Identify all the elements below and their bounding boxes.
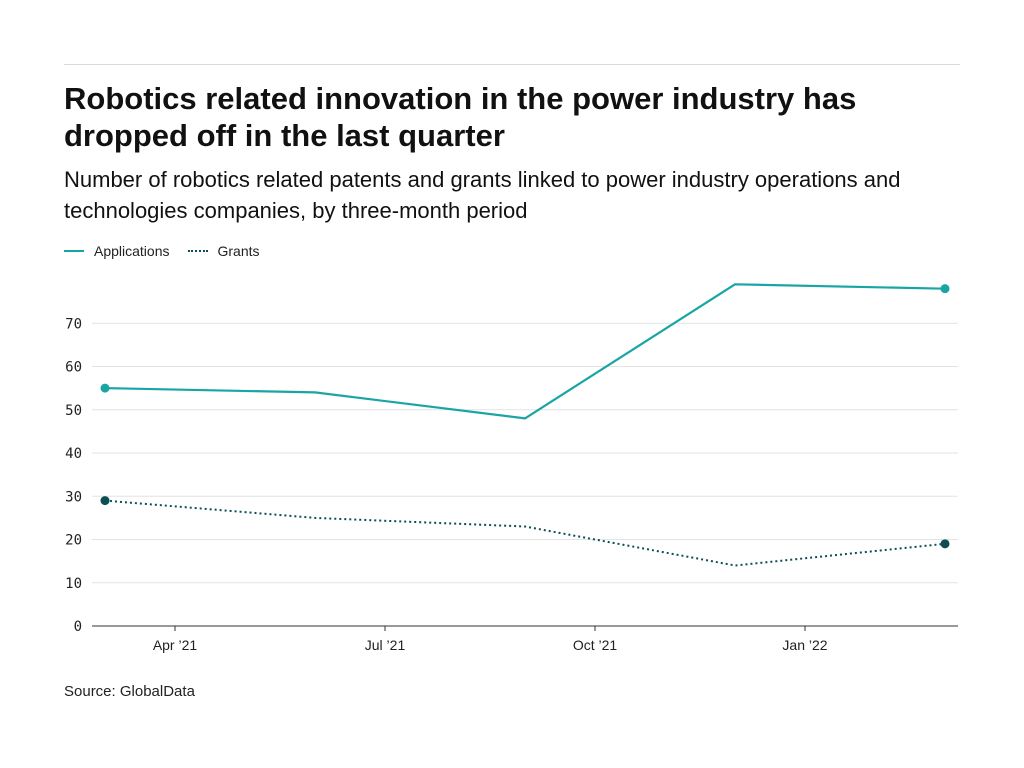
chart-subtitle: Number of robotics related patents and g… [64, 167, 901, 223]
chart-title: Robotics related innovation in the power… [64, 81, 857, 153]
grid-lines [92, 322, 958, 627]
data-point-applications [940, 284, 950, 294]
series-lines [104, 283, 946, 567]
series-line-grants [104, 499, 946, 567]
legend-label-applications: Applications [94, 243, 170, 259]
x-tick-label: Oct ’21 [573, 637, 618, 653]
y-tick-label: 10 [65, 576, 82, 592]
x-axis-ticks: Apr ’21 Jul ’21 Oct ’21 Jan ’22 [153, 626, 828, 653]
y-tick-label: 40 [65, 446, 82, 462]
source-note: Source: GlobalData [64, 683, 195, 700]
legend-swatch-grants [187, 250, 208, 252]
data-point-applications [100, 383, 110, 393]
series-line-applications [104, 283, 946, 420]
x-tick-label: Jan ’22 [782, 637, 827, 653]
y-tick-label: 0 [74, 619, 82, 635]
y-tick-label: 70 [65, 316, 82, 332]
y-tick-label: 50 [65, 403, 82, 419]
legend: Applications Grants [64, 243, 278, 259]
legend-label-grants: Grants [217, 243, 260, 259]
data-point-grants [940, 539, 950, 549]
legend-item-applications: Applications [64, 243, 170, 259]
legend-item-grants: Grants [187, 243, 260, 259]
x-tick-label: Jul ’21 [365, 637, 406, 653]
y-axis-ticks: 0 10 20 30 40 50 60 70 [65, 316, 82, 635]
series-markers [100, 284, 950, 549]
y-tick-label: 30 [65, 489, 82, 505]
top-rule [64, 64, 960, 65]
data-point-grants [100, 496, 110, 506]
y-tick-label: 20 [65, 533, 82, 549]
y-tick-label: 60 [65, 360, 82, 376]
x-tick-label: Apr ’21 [153, 637, 198, 653]
legend-swatch-applications [64, 250, 84, 252]
